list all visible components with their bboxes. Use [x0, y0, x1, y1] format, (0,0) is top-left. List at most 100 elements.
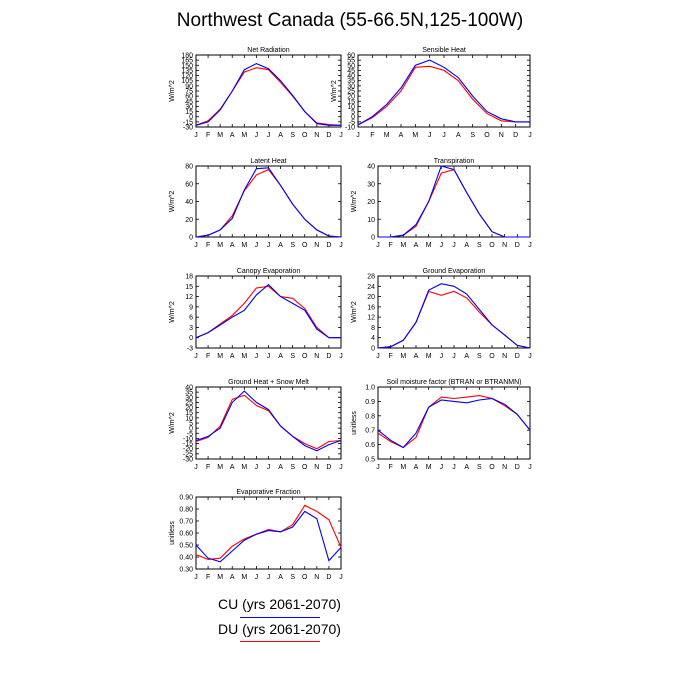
panel-1-xtick-label: J [267, 132, 271, 139]
panel-9-xtick-label: J [255, 574, 259, 581]
panel-5-ytick-label: 12 [185, 294, 193, 301]
panel-4-xtick-label: F [389, 242, 393, 249]
panel-6-xtick-label: S [477, 353, 482, 360]
panel-2-xtick-label: M [412, 132, 418, 139]
panel-2-xtick-label: F [370, 132, 374, 139]
panel-2-xtick-label: N [499, 132, 504, 139]
panel-6-xtick-label: D [515, 353, 520, 360]
panel-8-xtick-label: J [452, 464, 456, 471]
panel-7-ytick-label: 25 [185, 400, 193, 407]
panel-1-title: Net Radiation [247, 47, 290, 54]
legend-line-du [240, 641, 320, 642]
panel-5-ytick-label: -3 [187, 346, 193, 353]
panel-3-xtick-label: J [267, 242, 271, 249]
panel-7-ytick-label: -5 [187, 431, 193, 438]
panel-3-ytick-label: 0 [189, 235, 193, 242]
panel-5-ytick-label: 0 [189, 335, 193, 342]
panel-4-frame [377, 165, 531, 238]
panel-5-ytick-label: 6 [189, 315, 193, 322]
panel-5-xtick-label: M [217, 353, 223, 360]
panel-5-xtick-label: J [267, 353, 271, 360]
panel-5-ytick-label: 9 [189, 304, 193, 311]
panel-1-ytick-label: 90 [185, 83, 193, 90]
panel-2-xtick-label: S [470, 132, 475, 139]
panel-1-xtick-label: J [339, 132, 343, 139]
panel-5-xtick-label: O [302, 353, 308, 360]
panel-8-xtick-label: A [464, 464, 469, 471]
panel-5-xtick-label: A [278, 353, 283, 360]
panel-8-ytick-label: 0.7 [365, 428, 375, 435]
panel-9-series-du [195, 504, 342, 560]
panel-7-ytick-label: -10 [183, 436, 193, 443]
panel-7-frame [195, 386, 342, 460]
panel-3-xtick-label: D [326, 242, 331, 249]
panel-1-xtick-label: A [230, 132, 235, 139]
panel-1-ytick-label: 165 [181, 58, 193, 65]
panel-3-ytick-label: 60 [185, 181, 193, 188]
panel-5-xtick-label: M [241, 353, 247, 360]
panel-8-xtick-label: O [489, 464, 495, 471]
panel-6-ytick-label: 24 [367, 284, 375, 291]
panel-7-xtick-label: F [206, 464, 210, 471]
panel-8-frame [377, 386, 531, 460]
panel-9-xtick-label: J [267, 574, 271, 581]
panel-5-xtick-label: D [326, 353, 331, 360]
panel-2-series-cu [357, 59, 530, 126]
panel-6-series-cu [377, 283, 531, 349]
panel-7-series-cu [195, 390, 342, 452]
panel-7-title: Ground Heat + Snow Melt [228, 379, 309, 386]
panel-4-ytick-label: 0 [371, 235, 375, 242]
panel-9-xtick-label: M [241, 574, 247, 581]
panel-3-xtick-label: J [255, 242, 259, 249]
panel-2-ytick-label: 5 [351, 109, 355, 116]
panel-4-xtick-label: A [414, 242, 419, 249]
panel-1-ytick-label: 120 [181, 73, 193, 80]
panel-9-xtick-label: J [194, 574, 198, 581]
panel-2-ytick-label: 45 [347, 68, 355, 75]
panel-9-ytick-label: 0.40 [179, 555, 193, 562]
panel-7-ytick-label: 40 [185, 385, 193, 392]
panel-8-ytick-label: 0.9 [365, 399, 375, 406]
panel-7-xtick-label: J [255, 464, 259, 471]
panel-1-xtick-label: F [206, 132, 210, 139]
panel-3-xtick-label: O [302, 242, 308, 249]
panel-4-xtick-label: J [440, 242, 444, 249]
panel-5-ylabel: W/m^2 [169, 301, 176, 323]
panel-8-xtick-label: F [389, 464, 393, 471]
panel-6-ylabel: W/m^2 [351, 301, 358, 323]
panel-4-xtick-label: J [528, 242, 532, 249]
panel-3-ytick-label: 40 [185, 199, 193, 206]
panel-8-xtick-label: J [528, 464, 532, 471]
panel-1-xtick-label: S [290, 132, 295, 139]
panel-8-ytick-label: 0.8 [365, 413, 375, 420]
panel-9-ytick-label: 0.80 [179, 507, 193, 514]
panel-8-ytick-label: 0.5 [365, 457, 375, 464]
panel-1-ytick-label: -15 [183, 119, 193, 126]
panel-8-ylabel: unitless [351, 411, 358, 435]
panel-7-xtick-label: J [267, 464, 271, 471]
panel-7-series-du [195, 394, 342, 450]
panel-7-xtick-label: M [217, 464, 223, 471]
panel-9-xtick-label: O [302, 574, 308, 581]
panel-8-series-du [377, 395, 531, 449]
panel-8-xtick-label: M [426, 464, 432, 471]
panel-1-ytick-label: 180 [181, 53, 193, 60]
panel-6-xtick-label: N [502, 353, 507, 360]
panel-4-xtick-label: S [477, 242, 482, 249]
panel-3-title: Latent Heat [250, 158, 286, 165]
panel-1-ytick-label: 45 [185, 99, 193, 106]
panel-4-xtick-label: O [489, 242, 495, 249]
panel-9-ytick-label: 0.50 [179, 543, 193, 550]
panel-5-ytick-label: 3 [189, 325, 193, 332]
panel-3-frame [195, 165, 342, 238]
panel-2-series-du [357, 65, 530, 126]
panel-9-xtick-label: A [230, 574, 235, 581]
panel-7-ytick-label: 20 [185, 405, 193, 412]
panel-6-xtick-label: A [414, 353, 419, 360]
panel-6-ytick-label: 12 [367, 315, 375, 322]
panel-3-series-du [195, 168, 342, 238]
panel-5-xtick-label: F [206, 353, 210, 360]
panel-1-xtick-label: A [278, 132, 283, 139]
panel-1-xtick-label: O [302, 132, 308, 139]
panel-3-ytick-label: 20 [185, 217, 193, 224]
